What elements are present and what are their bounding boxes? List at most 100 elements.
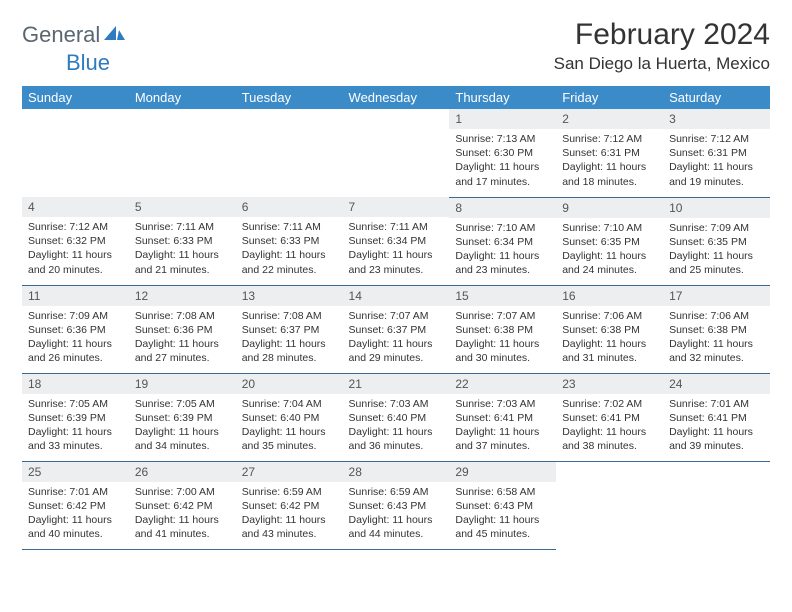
day-number: 11 bbox=[22, 286, 129, 306]
daylight-line-2: and 23 minutes. bbox=[455, 263, 550, 277]
sunset-line: Sunset: 6:36 PM bbox=[135, 323, 230, 337]
sunset-line: Sunset: 6:38 PM bbox=[669, 323, 764, 337]
daylight-line-1: Daylight: 11 hours bbox=[669, 337, 764, 351]
day-body: Sunrise: 7:06 AMSunset: 6:38 PMDaylight:… bbox=[556, 306, 663, 370]
sunrise-line: Sunrise: 7:03 AM bbox=[349, 397, 444, 411]
day-body: Sunrise: 7:10 AMSunset: 6:35 PMDaylight:… bbox=[556, 218, 663, 282]
daylight-line-2: and 26 minutes. bbox=[28, 351, 123, 365]
daylight-line-2: and 31 minutes. bbox=[562, 351, 657, 365]
month-title: February 2024 bbox=[554, 18, 770, 52]
daylight-line-1: Daylight: 11 hours bbox=[455, 249, 550, 263]
day-cell: 14Sunrise: 7:07 AMSunset: 6:37 PMDayligh… bbox=[343, 285, 450, 373]
day-body: Sunrise: 7:07 AMSunset: 6:38 PMDaylight:… bbox=[449, 306, 556, 370]
sunset-line: Sunset: 6:41 PM bbox=[669, 411, 764, 425]
daylight-line-1: Daylight: 11 hours bbox=[135, 425, 230, 439]
dow-thursday: Thursday bbox=[449, 86, 556, 109]
daylight-line-1: Daylight: 11 hours bbox=[28, 248, 123, 262]
sunrise-line: Sunrise: 7:00 AM bbox=[135, 485, 230, 499]
calendar-week-row: 4Sunrise: 7:12 AMSunset: 6:32 PMDaylight… bbox=[22, 197, 770, 285]
day-body: Sunrise: 7:10 AMSunset: 6:34 PMDaylight:… bbox=[449, 218, 556, 282]
daylight-line-1: Daylight: 11 hours bbox=[455, 425, 550, 439]
day-number: 22 bbox=[449, 374, 556, 394]
daylight-line-1: Daylight: 11 hours bbox=[562, 249, 657, 263]
day-cell: 10Sunrise: 7:09 AMSunset: 6:35 PMDayligh… bbox=[663, 197, 770, 285]
daylight-line-2: and 28 minutes. bbox=[242, 351, 337, 365]
daylight-line-1: Daylight: 11 hours bbox=[242, 425, 337, 439]
daylight-line-1: Daylight: 11 hours bbox=[349, 425, 444, 439]
logo-text-general: General bbox=[22, 22, 100, 48]
day-number: 9 bbox=[556, 198, 663, 218]
sunrise-line: Sunrise: 6:58 AM bbox=[455, 485, 550, 499]
day-number: 10 bbox=[663, 198, 770, 218]
sunrise-line: Sunrise: 7:12 AM bbox=[28, 220, 123, 234]
daylight-line-1: Daylight: 11 hours bbox=[669, 425, 764, 439]
daylight-line-2: and 17 minutes. bbox=[455, 175, 550, 189]
daylight-line-1: Daylight: 11 hours bbox=[669, 249, 764, 263]
day-body: Sunrise: 7:06 AMSunset: 6:38 PMDaylight:… bbox=[663, 306, 770, 370]
day-body: Sunrise: 7:09 AMSunset: 6:36 PMDaylight:… bbox=[22, 306, 129, 370]
day-cell: 26Sunrise: 7:00 AMSunset: 6:42 PMDayligh… bbox=[129, 461, 236, 549]
day-body: Sunrise: 7:13 AMSunset: 6:30 PMDaylight:… bbox=[449, 129, 556, 193]
daylight-line-1: Daylight: 11 hours bbox=[455, 160, 550, 174]
day-body: Sunrise: 7:04 AMSunset: 6:40 PMDaylight:… bbox=[236, 394, 343, 458]
sunset-line: Sunset: 6:41 PM bbox=[562, 411, 657, 425]
day-number: 21 bbox=[343, 374, 450, 394]
daylight-line-1: Daylight: 11 hours bbox=[562, 337, 657, 351]
sunset-line: Sunset: 6:34 PM bbox=[349, 234, 444, 248]
day-number: 15 bbox=[449, 286, 556, 306]
daylight-line-2: and 33 minutes. bbox=[28, 439, 123, 453]
daylight-line-2: and 29 minutes. bbox=[349, 351, 444, 365]
daylight-line-1: Daylight: 11 hours bbox=[562, 425, 657, 439]
day-number: 1 bbox=[449, 109, 556, 129]
day-body: Sunrise: 7:03 AMSunset: 6:41 PMDaylight:… bbox=[449, 394, 556, 458]
day-body: Sunrise: 7:08 AMSunset: 6:37 PMDaylight:… bbox=[236, 306, 343, 370]
day-number: 4 bbox=[22, 197, 129, 217]
daylight-line-2: and 39 minutes. bbox=[669, 439, 764, 453]
day-body: Sunrise: 7:12 AMSunset: 6:31 PMDaylight:… bbox=[663, 129, 770, 193]
daylight-line-2: and 35 minutes. bbox=[242, 439, 337, 453]
daylight-line-2: and 34 minutes. bbox=[135, 439, 230, 453]
day-number: 6 bbox=[236, 197, 343, 217]
daylight-line-1: Daylight: 11 hours bbox=[242, 513, 337, 527]
sunset-line: Sunset: 6:38 PM bbox=[455, 323, 550, 337]
empty-cell bbox=[22, 109, 129, 197]
sunset-line: Sunset: 6:35 PM bbox=[562, 235, 657, 249]
day-cell: 6Sunrise: 7:11 AMSunset: 6:33 PMDaylight… bbox=[236, 197, 343, 285]
sunset-line: Sunset: 6:40 PM bbox=[349, 411, 444, 425]
daylight-line-2: and 24 minutes. bbox=[562, 263, 657, 277]
day-cell: 16Sunrise: 7:06 AMSunset: 6:38 PMDayligh… bbox=[556, 285, 663, 373]
day-cell: 12Sunrise: 7:08 AMSunset: 6:36 PMDayligh… bbox=[129, 285, 236, 373]
day-body: Sunrise: 7:11 AMSunset: 6:34 PMDaylight:… bbox=[343, 217, 450, 281]
sunset-line: Sunset: 6:30 PM bbox=[455, 146, 550, 160]
day-number: 24 bbox=[663, 374, 770, 394]
day-number: 13 bbox=[236, 286, 343, 306]
day-body: Sunrise: 7:05 AMSunset: 6:39 PMDaylight:… bbox=[22, 394, 129, 458]
sunrise-line: Sunrise: 7:06 AM bbox=[562, 309, 657, 323]
sunset-line: Sunset: 6:43 PM bbox=[455, 499, 550, 513]
day-cell: 1Sunrise: 7:13 AMSunset: 6:30 PMDaylight… bbox=[449, 109, 556, 197]
day-body: Sunrise: 7:09 AMSunset: 6:35 PMDaylight:… bbox=[663, 218, 770, 282]
empty-cell bbox=[236, 109, 343, 197]
daylight-line-1: Daylight: 11 hours bbox=[28, 425, 123, 439]
sunset-line: Sunset: 6:42 PM bbox=[135, 499, 230, 513]
sunset-line: Sunset: 6:35 PM bbox=[669, 235, 764, 249]
daylight-line-2: and 25 minutes. bbox=[669, 263, 764, 277]
day-number: 25 bbox=[22, 462, 129, 482]
sunrise-line: Sunrise: 7:01 AM bbox=[669, 397, 764, 411]
day-number: 8 bbox=[449, 198, 556, 218]
daylight-line-1: Daylight: 11 hours bbox=[349, 248, 444, 262]
day-body: Sunrise: 7:02 AMSunset: 6:41 PMDaylight:… bbox=[556, 394, 663, 458]
logo: General bbox=[22, 22, 130, 48]
daylight-line-1: Daylight: 11 hours bbox=[562, 160, 657, 174]
dow-friday: Friday bbox=[556, 86, 663, 109]
sunset-line: Sunset: 6:37 PM bbox=[242, 323, 337, 337]
sunrise-line: Sunrise: 7:08 AM bbox=[135, 309, 230, 323]
logo-text-blue: Blue bbox=[66, 50, 110, 75]
day-cell: 23Sunrise: 7:02 AMSunset: 6:41 PMDayligh… bbox=[556, 373, 663, 461]
day-cell: 4Sunrise: 7:12 AMSunset: 6:32 PMDaylight… bbox=[22, 197, 129, 285]
dow-saturday: Saturday bbox=[663, 86, 770, 109]
sunrise-line: Sunrise: 7:05 AM bbox=[135, 397, 230, 411]
day-cell: 5Sunrise: 7:11 AMSunset: 6:33 PMDaylight… bbox=[129, 197, 236, 285]
daylight-line-2: and 19 minutes. bbox=[669, 175, 764, 189]
daylight-line-1: Daylight: 11 hours bbox=[242, 337, 337, 351]
